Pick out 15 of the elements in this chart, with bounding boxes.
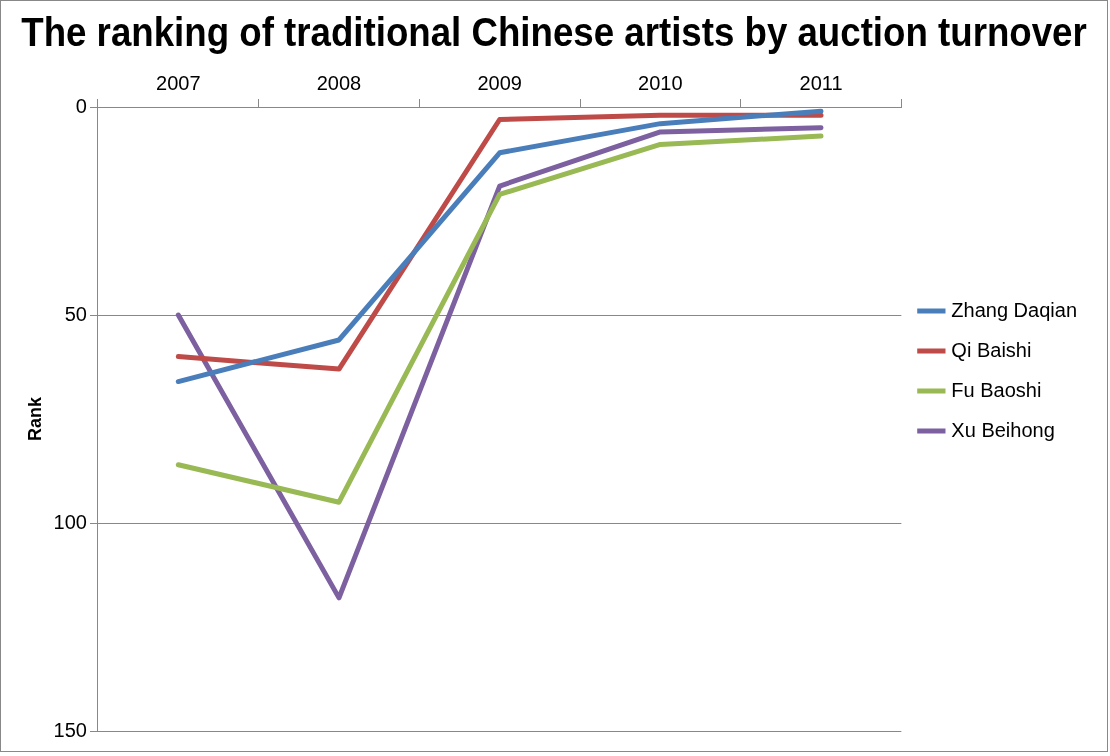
x-tick-label: 2010 xyxy=(638,71,683,94)
y-tick-label: 100 xyxy=(53,510,87,533)
legend-label: Fu Baoshi xyxy=(951,378,1042,401)
y-axis-title: Rank xyxy=(24,396,45,442)
x-tick-label: 2009 xyxy=(477,71,522,94)
x-tick-label: 2008 xyxy=(316,71,362,94)
y-tick-label: 0 xyxy=(75,94,87,117)
legend-label: Xu Beihong xyxy=(951,418,1055,441)
x-tick-label: 2011 xyxy=(799,71,843,94)
y-tick-label: 150 xyxy=(53,718,87,741)
y-tick-label: 50 xyxy=(64,302,87,325)
legend-label: Qi Baishi xyxy=(951,338,1032,361)
chart-title: The ranking of traditional Chinese artists by auction turnover xyxy=(21,9,1087,55)
x-tick-label: 2007 xyxy=(156,71,201,94)
legend-label: Zhang Daqian xyxy=(951,298,1078,321)
